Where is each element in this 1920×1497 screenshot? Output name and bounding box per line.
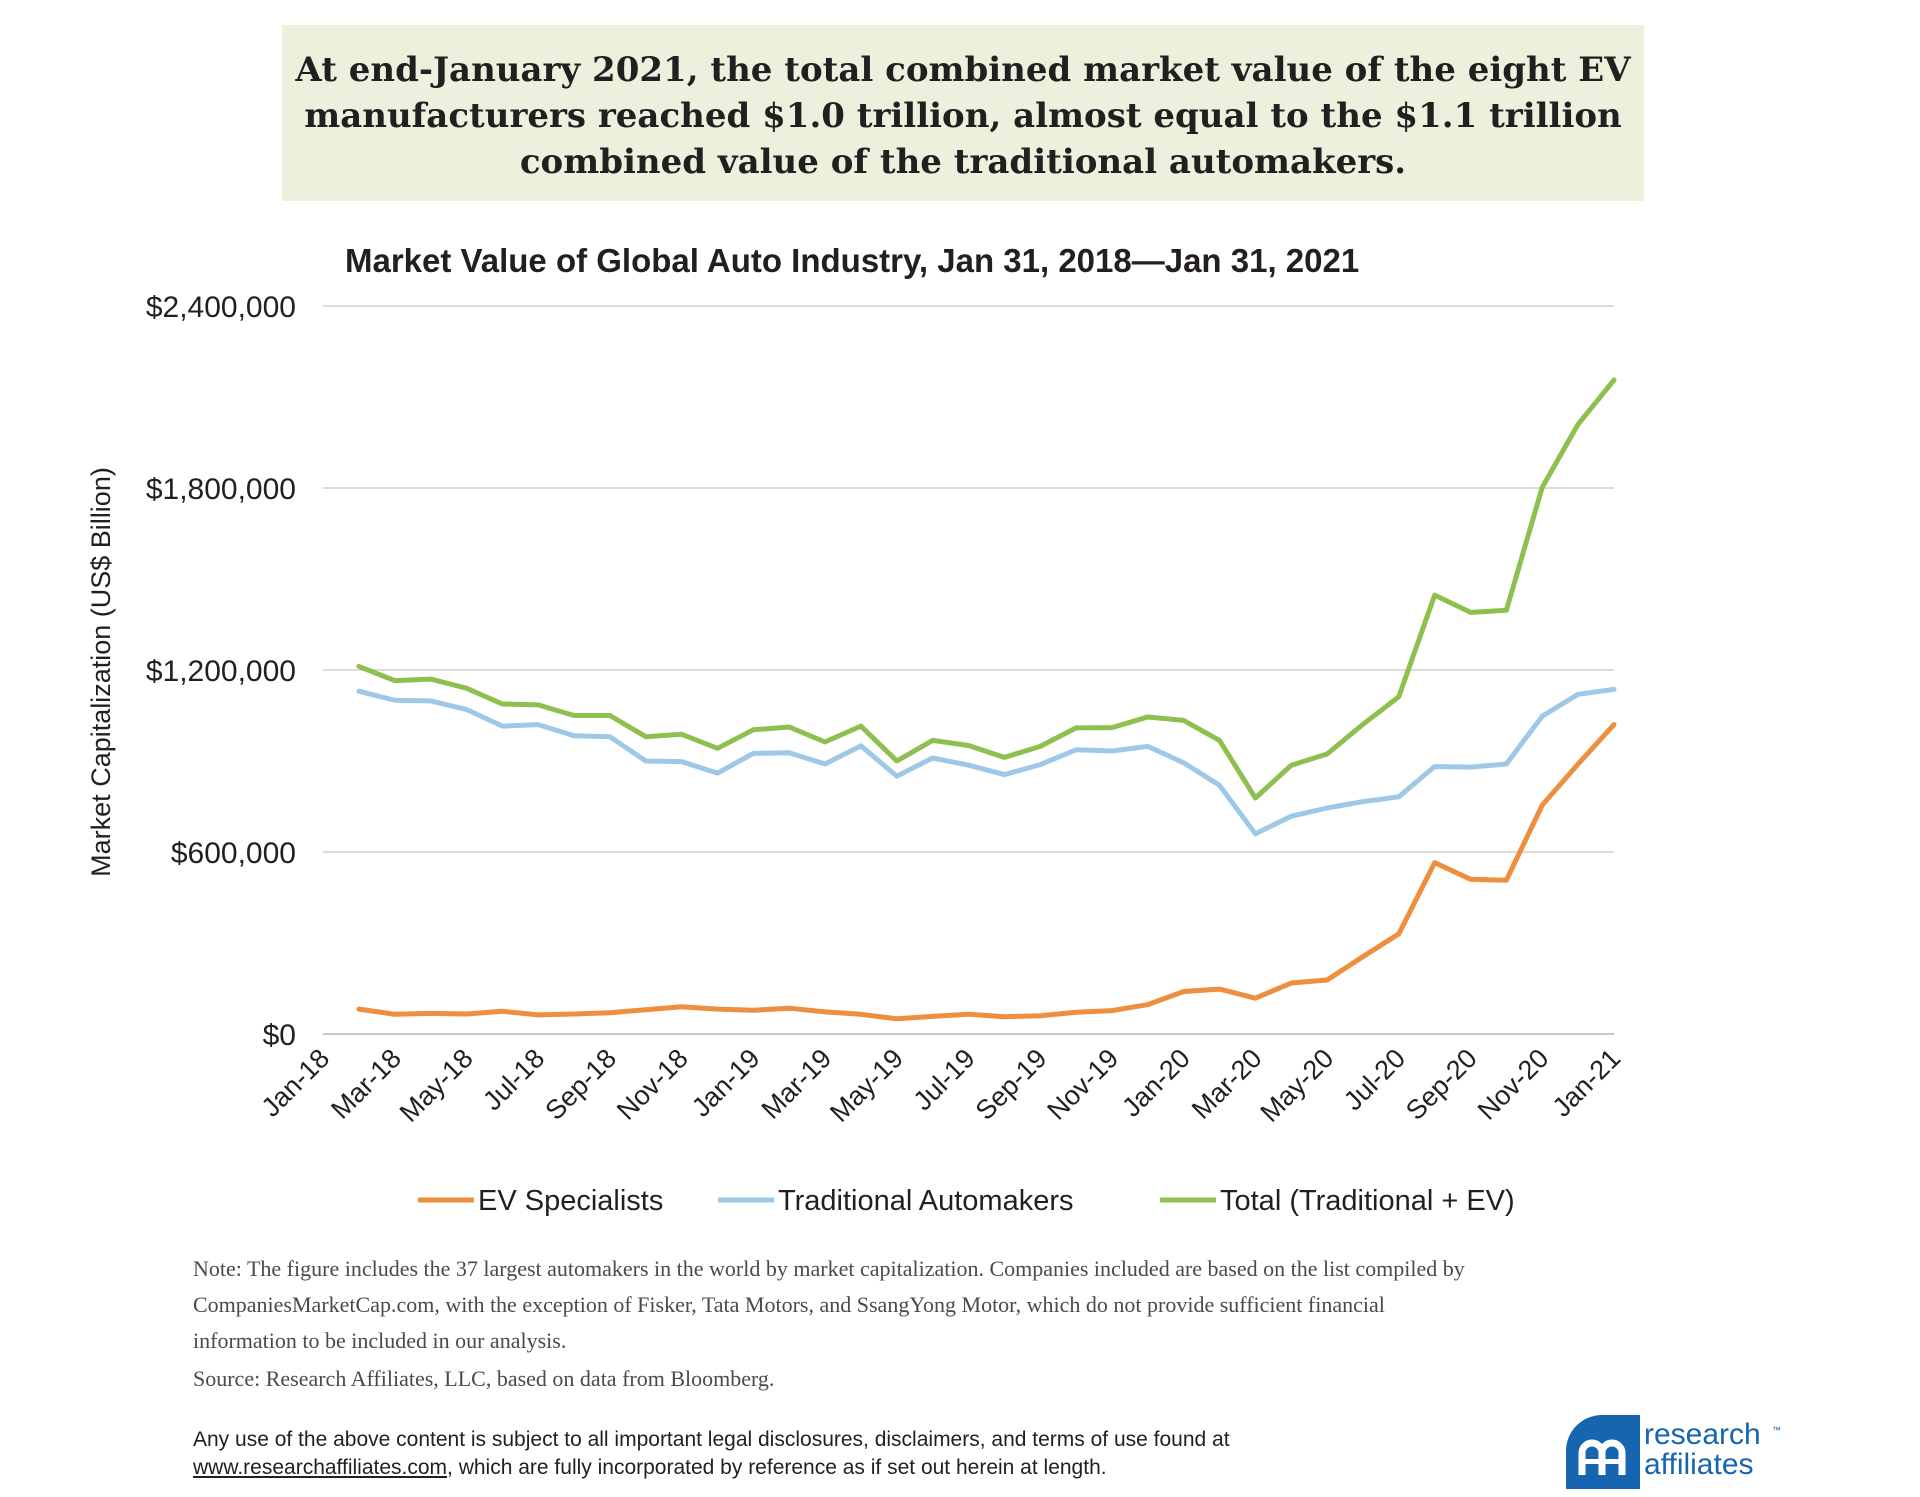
x-tick-label: Nov-18 — [611, 1043, 694, 1126]
legend-label: Traditional Automakers — [778, 1185, 1074, 1217]
website-link[interactable]: www.researchaffiliates.com — [193, 1456, 448, 1479]
headline-box: At end-January 2021, the total combined … — [282, 25, 1644, 201]
x-tick-label: Mar-18 — [325, 1043, 407, 1125]
research-affiliates-logo-icon — [1566, 1415, 1640, 1489]
x-tick-label: Mar-19 — [756, 1043, 838, 1125]
x-tick-label: Jan-19 — [686, 1043, 766, 1123]
series-line-3 — [356, 377, 1617, 801]
logo-text-affiliates: affiliates — [1644, 1448, 1754, 1481]
y-tick-label: $1,800,000 — [146, 473, 296, 506]
x-tick-label: Jan-18 — [256, 1043, 336, 1123]
x-tick-label: Sep-20 — [1400, 1043, 1483, 1126]
note-line-1: Note: The figure includes the 37 largest… — [193, 1256, 1465, 1281]
y-tick-label: $2,400,000 — [146, 291, 296, 324]
disclaimer-line-2-rest: , which are fully incorporated by refere… — [447, 1456, 1107, 1479]
x-tick-label: Sep-19 — [970, 1043, 1053, 1126]
chart-title: Market Value of Global Auto Industry, Ja… — [345, 242, 1359, 279]
y-tick-labels: $0 $600,000 $1,200,000 $1,800,000 $2,400,000 — [146, 291, 296, 1052]
note-line-3: information to be included in our analys… — [193, 1328, 567, 1353]
headline: At end-January 2021, the total combined … — [295, 50, 1631, 182]
x-tick-label: Nov-20 — [1472, 1043, 1555, 1126]
y-tick-label: $600,000 — [171, 837, 296, 870]
source-line: Source: Research Affiliates, LLC, based … — [193, 1366, 775, 1391]
x-tick-label: May-19 — [824, 1043, 909, 1128]
legend: EV Specialists Traditional Automakers Tota… — [418, 1185, 1515, 1217]
note-line-2: CompaniesMarketCap.com, with the excepti… — [193, 1292, 1385, 1317]
logo-trademark: ™ — [1772, 1425, 1781, 1435]
series-line-2 — [356, 686, 1617, 837]
legend-label: Total (Traditional + EV) — [1220, 1185, 1515, 1217]
series-lines — [356, 377, 1617, 1022]
logo-text-research: research — [1644, 1418, 1761, 1451]
y-tick-label: $1,200,000 — [146, 655, 296, 688]
y-tick-label: $0 — [263, 1019, 296, 1052]
gridlines — [323, 305, 1614, 1035]
series-line-1 — [356, 722, 1617, 1022]
x-tick-label: Jan-20 — [1116, 1043, 1196, 1123]
legend-label: EV Specialists — [478, 1185, 663, 1217]
x-tick-label: Nov-19 — [1041, 1043, 1124, 1126]
x-tick-label: Sep-18 — [539, 1043, 622, 1126]
x-tick-label: May-18 — [394, 1043, 479, 1128]
disclaimer-line-2: www.researchaffiliates.com, which are fu… — [193, 1456, 1107, 1480]
x-tick-label: May-20 — [1254, 1043, 1339, 1128]
x-tick-labels: Jan-18Mar-18May-18Jul-18Sep-18Nov-18Jan-… — [256, 1043, 1627, 1128]
y-axis-label: Market Capitalization (US$ Billion) — [86, 467, 116, 877]
x-tick-label: Jan-21 — [1547, 1043, 1627, 1123]
disclaimer-line-1: Any use of the above content is subject … — [193, 1428, 1230, 1451]
x-tick-label: Mar-20 — [1186, 1043, 1268, 1125]
